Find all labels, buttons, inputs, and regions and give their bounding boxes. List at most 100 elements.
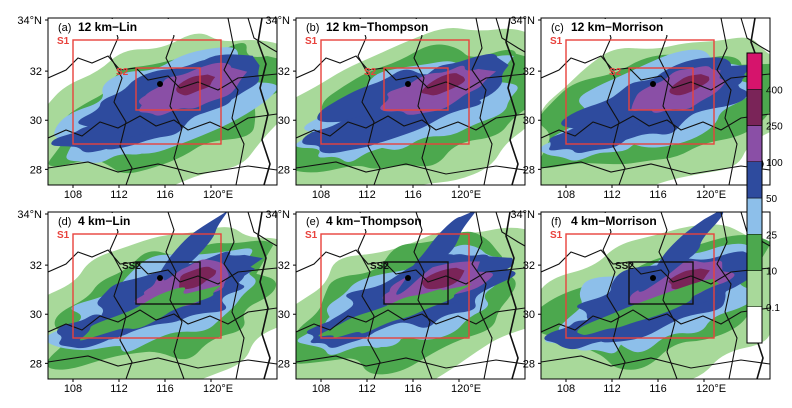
boundary-line [223, 18, 245, 185]
colorbar-level-label: 400 [766, 85, 783, 96]
domain-label-s1: S1 [550, 230, 563, 241]
colorbar-segment [746, 270, 763, 307]
boundary-line [247, 212, 277, 247]
map-panel: S1 SS2 (f) 4 km−Morrison 34°N 32 30 28 108 112 116… [510, 209, 771, 395]
y-tick-label: 32 [30, 260, 42, 272]
domain-box-inner [135, 67, 201, 111]
panel-tag: (d) [58, 216, 71, 228]
boundary-line [296, 161, 525, 175]
station-marker [157, 275, 163, 281]
y-tick-label: 30 [30, 309, 42, 321]
x-tick-label: 108 [557, 189, 575, 201]
map-panel: S1 SS2 (d) 4 km−Lin 34°N 32 30 28 108 112 116 120°E [17, 209, 278, 395]
map-frame [47, 211, 278, 380]
panel-title-box [56, 213, 162, 229]
boundary-line [48, 55, 277, 91]
domain-box-s1 [565, 233, 715, 339]
domain-box-s1 [320, 39, 470, 145]
boundary-line [602, 212, 626, 379]
precip-contour [669, 74, 710, 96]
x-tick-label: 120°E [451, 189, 481, 201]
panel-title: 4 km−Morrison [571, 214, 657, 228]
domain-box-inner [135, 261, 201, 305]
domain-box-s1 [320, 233, 470, 339]
domain-label-inner: S2 [116, 67, 129, 78]
precip-contour [421, 73, 466, 96]
x-tick-label: 112 [110, 383, 128, 395]
x-tick-label: 112 [603, 189, 621, 201]
panel-title: 12 km−Lin [78, 20, 137, 34]
boundary-line [541, 355, 770, 369]
x-tick-label: 116 [649, 189, 667, 201]
y-tick-label: 28 [30, 358, 42, 370]
colorbar-level-label: 100 [766, 158, 783, 169]
map-panel: S1 S2 (b) 12 km−Thompson 34°N 32 30 28 108 112 116… [265, 15, 526, 201]
domain-box-inner [628, 67, 694, 111]
x-tick-label: 108 [557, 383, 575, 395]
y-tick-label: 34°N [265, 15, 290, 27]
boundary-line [541, 113, 770, 139]
x-tick-label: 108 [64, 383, 82, 395]
panel-tag: (a) [58, 22, 71, 34]
precip-field [541, 18, 770, 185]
domain-box-inner [383, 261, 449, 305]
y-tick-label: 30 [523, 115, 535, 127]
boundary-line [48, 249, 277, 285]
colorbar-level-label: 10 [766, 267, 778, 278]
colorbar-frame [746, 52, 763, 344]
domain-label-s1: S1 [305, 230, 318, 241]
domain-box-s1 [72, 39, 222, 145]
panel-title-box [549, 19, 669, 35]
panel-title: 12 km−Morrison [571, 20, 663, 34]
x-tick-label: 108 [64, 189, 82, 201]
x-tick-label: 120°E [451, 383, 481, 395]
boundary-line [471, 18, 493, 185]
map-frame [295, 17, 526, 186]
domain-box-inner [628, 261, 694, 305]
precip-field [296, 18, 525, 185]
domain-label-s1: S1 [57, 36, 70, 47]
coastline [257, 212, 271, 379]
colorbar-segment [746, 125, 763, 162]
province-boundaries [296, 18, 525, 185]
panel-title-box [56, 19, 176, 35]
y-tick-label: 32 [278, 260, 290, 272]
station-marker [157, 81, 163, 87]
panel-title-box [549, 213, 655, 229]
boundary-line [471, 212, 493, 379]
panel-tag: (f) [551, 216, 561, 228]
y-tick-label: 28 [278, 164, 290, 176]
domain-label-s1: S1 [305, 36, 318, 47]
boundary-line [223, 212, 245, 379]
coastline [505, 212, 519, 379]
x-tick-label: 112 [603, 383, 621, 395]
panel-tag: (b) [306, 22, 319, 34]
colorbar-segment [746, 161, 763, 199]
boundary-line [357, 212, 381, 379]
colorbar-segment [746, 306, 763, 344]
domain-label-inner: S2 [609, 67, 622, 78]
domain-label-s1: S1 [57, 230, 70, 241]
boundary-line [716, 18, 738, 185]
boundary-line [296, 307, 525, 333]
precip-contour [79, 284, 223, 341]
station-marker [405, 275, 411, 281]
colorbar-segment [746, 52, 763, 90]
domain-label-inner: SS2 [370, 261, 389, 272]
station-marker [405, 81, 411, 87]
boundary-line [48, 113, 277, 139]
map-frame [540, 17, 771, 186]
province-boundaries [541, 18, 770, 185]
boundary-line [541, 161, 770, 175]
domain-label-s1: S1 [550, 36, 563, 47]
x-tick-label: 112 [110, 189, 128, 201]
y-tick-label: 34°N [17, 209, 42, 221]
precip-contour [179, 266, 217, 290]
boundary-line [296, 249, 525, 285]
y-tick-label: 28 [30, 164, 42, 176]
boundary-line [495, 18, 525, 53]
x-tick-label: 112 [358, 189, 376, 201]
map-frame [47, 17, 278, 186]
